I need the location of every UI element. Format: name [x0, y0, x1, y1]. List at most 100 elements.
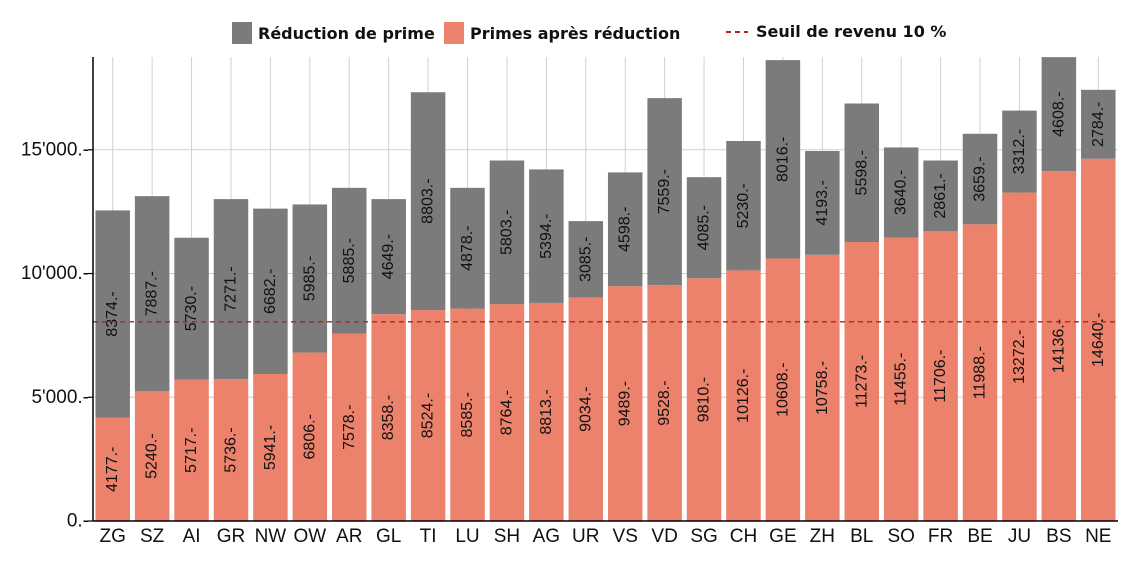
x-tick-label: FR: [928, 526, 953, 547]
data-label-primes: 10608.-: [774, 363, 791, 417]
bar-segment-reduction: [726, 140, 761, 271]
bar-segment-reduction: [134, 196, 170, 392]
data-label-primes: 6806.-: [301, 414, 318, 459]
x-tick-label: VD: [651, 526, 677, 547]
legend-label-reduction: Réduction de prime: [258, 23, 435, 43]
data-label-primes: 10126.-: [735, 369, 752, 423]
bar-segment-primes: [332, 333, 367, 521]
data-label-reduction: 4649.-: [380, 234, 397, 279]
y-tick-label: 5'000.-: [31, 387, 89, 408]
x-tick-label: NE: [1085, 526, 1111, 547]
bar-segment-reduction: [568, 221, 604, 298]
x-tick-label: CH: [730, 526, 757, 547]
bar-segment-primes: [489, 304, 525, 521]
data-label-primes: 11988.-: [972, 346, 989, 399]
bar-segment-primes: [647, 285, 682, 521]
bar-segment-reduction: [332, 187, 367, 334]
x-tick-label: AR: [336, 526, 362, 547]
data-label-reduction: 5394.-: [538, 213, 555, 258]
data-label-reduction: 5598.-: [853, 150, 870, 195]
bar-segment-primes: [213, 379, 249, 521]
bar-segment-reduction: [1081, 89, 1116, 159]
data-label-primes: 9810.-: [696, 377, 713, 422]
data-label-primes: 9034.-: [577, 387, 594, 432]
bar-segment-primes: [962, 224, 998, 521]
bar-segment-reduction: [292, 204, 328, 353]
bar-segment-primes: [410, 310, 446, 521]
bar-segment-reduction: [410, 92, 446, 311]
data-label-reduction: 8374.-: [104, 291, 121, 336]
legend-label-primes: Primes après réduction: [470, 23, 681, 43]
legend-item-reduction: Réduction de prime: [232, 22, 435, 44]
data-label-primes: 5717.-: [183, 428, 200, 473]
bar-segment-reduction: [489, 160, 525, 305]
legend-swatch-reduction: [232, 22, 252, 44]
bar-segment-reduction: [923, 160, 958, 232]
legend-label-threshold: Seuil de revenu 10 %: [756, 22, 947, 41]
bar-segment-reduction: [765, 60, 801, 259]
x-tick-label: GL: [376, 526, 401, 547]
bar-segment-primes: [805, 254, 840, 521]
bar-segment-primes: [371, 314, 406, 521]
bar-segment-primes: [95, 417, 130, 521]
data-label-reduction: 2784.-: [1090, 102, 1107, 147]
data-label-primes: 7578.-: [341, 405, 358, 450]
bar-segment-reduction: [213, 199, 249, 380]
y-tick-label: 0.-: [67, 511, 89, 532]
data-label-reduction: 4878.-: [459, 226, 476, 271]
data-label-reduction: 6682.-: [262, 269, 279, 314]
data-label-primes: 10758.-: [814, 361, 831, 415]
legend-item-threshold: Seuil de revenu 10 %: [726, 22, 946, 41]
x-tick-label: JU: [1008, 526, 1031, 547]
data-label-reduction: 7271.-: [222, 266, 239, 311]
data-label-reduction: 4085.-: [696, 205, 713, 250]
data-label-reduction: 3085.-: [577, 237, 594, 282]
bar-segment-primes: [1081, 158, 1116, 521]
data-label-primes: 14136.-: [1050, 319, 1067, 373]
y-tick-label: 10'000.-: [21, 263, 89, 284]
bar-segment-primes: [174, 379, 209, 521]
x-tick-label: SH: [494, 526, 520, 547]
data-label-reduction: 2861.-: [932, 173, 949, 218]
data-label-primes: 11455.-: [893, 353, 910, 406]
data-label-primes: 13272.-: [1011, 330, 1028, 384]
bar-segment-reduction: [371, 199, 406, 315]
data-label-reduction: 3659.-: [972, 156, 989, 201]
data-label-primes: 9528.-: [656, 380, 673, 425]
bar-segment-primes: [1002, 192, 1037, 521]
x-tick-label: BL: [850, 526, 873, 547]
data-label-primes: 8585.-: [459, 392, 476, 437]
data-label-primes: 5240.-: [144, 433, 161, 478]
x-tick-label: NW: [255, 526, 287, 547]
bar-segment-reduction: [607, 172, 643, 287]
data-label-reduction: 4598.-: [617, 207, 634, 252]
x-tick-label: LU: [455, 526, 479, 547]
data-label-primes: 14640.-: [1090, 313, 1107, 367]
x-tick-label: TI: [420, 526, 437, 547]
data-label-reduction: 4608.-: [1050, 91, 1067, 136]
bar-segment-primes: [529, 302, 564, 521]
data-label-reduction: 3640.-: [893, 170, 910, 215]
bar-segment-primes: [883, 237, 919, 522]
data-label-reduction: 5730.-: [183, 286, 200, 331]
x-tick-label: AI: [183, 526, 201, 547]
data-label-primes: 11273.-: [853, 355, 870, 408]
bar-segment-primes: [134, 391, 170, 521]
data-label-primes: 5941.-: [262, 425, 279, 470]
data-label-primes: 8524.-: [420, 393, 437, 438]
x-tick-label: OW: [293, 526, 326, 547]
bar-segment-reduction: [647, 98, 682, 286]
bar-segment-reduction: [95, 210, 130, 418]
bar-segment-reduction: [1041, 57, 1077, 172]
bar-segment-primes: [844, 242, 879, 521]
bar-segment-primes: [253, 373, 288, 521]
bar-segment-primes: [726, 270, 761, 521]
data-label-reduction: 3312.-: [1011, 129, 1028, 174]
data-label-reduction: 4193.-: [814, 180, 831, 225]
x-tick-label: BS: [1046, 526, 1071, 547]
bar-segment-reduction: [883, 147, 919, 238]
bar-segment-reduction: [805, 151, 840, 255]
data-label-reduction: 7887.-: [144, 271, 161, 316]
x-tick-label: AG: [533, 526, 560, 547]
